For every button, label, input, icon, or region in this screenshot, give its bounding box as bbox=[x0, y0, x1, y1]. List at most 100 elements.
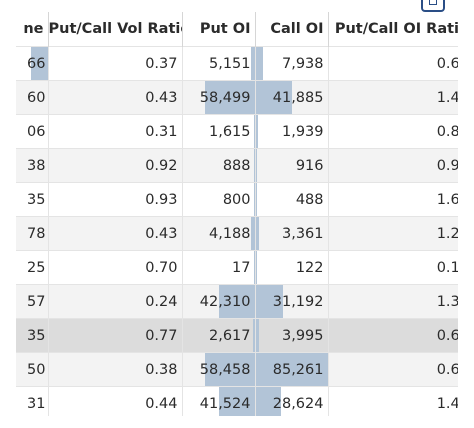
call-oi-cell-value: 7,938 bbox=[281, 55, 324, 72]
put-oi-bar bbox=[252, 319, 254, 352]
put-call-vol-ratio-cell: 0.93 bbox=[48, 182, 183, 217]
call-oi-cell-value: 916 bbox=[295, 157, 324, 174]
truncated-cell: 38 bbox=[16, 148, 49, 183]
column-header-truncated[interactable]: ne bbox=[16, 12, 49, 47]
put-oi-cell-value: 888 bbox=[222, 157, 251, 174]
put-call-vol-ratio-cell: 0.37 bbox=[48, 46, 183, 81]
header-row: ne Put/Call Vol Ratio Put OI Call OI Put… bbox=[16, 12, 458, 47]
truncated-cell: 66 bbox=[16, 46, 49, 81]
table-row[interactable]: 66 0.37 5,151 7,938 0.65 bbox=[16, 46, 458, 81]
put-oi-bar bbox=[253, 115, 254, 148]
call-oi-cell-value: 3,995 bbox=[281, 327, 324, 344]
table-row[interactable]: 60 0.43 58,499 41,885 1.40 bbox=[16, 80, 458, 115]
put-oi-cell-value: 5,151 bbox=[208, 55, 251, 72]
truncated-cell-value: 57 bbox=[27, 293, 46, 310]
put-oi-bar bbox=[204, 81, 254, 114]
truncated-cell-value: 66 bbox=[27, 55, 46, 72]
truncated-cell-value: 60 bbox=[27, 89, 46, 106]
call-oi-cell: 85,261 bbox=[255, 352, 329, 387]
put-call-oi-ratio-cell: 0.97 bbox=[328, 148, 458, 183]
table-row[interactable]: 57 0.24 42,310 31,192 1.36 bbox=[16, 284, 458, 319]
call-oi-bar bbox=[255, 353, 327, 386]
put-oi-cell: 42,310 bbox=[182, 284, 256, 319]
put-call-vol-ratio-cell-value: 0.43 bbox=[145, 89, 178, 106]
options-table: ne Put/Call Vol Ratio Put OI Call OI Put… bbox=[16, 12, 458, 416]
call-oi-cell: 3,361 bbox=[255, 216, 329, 251]
call-oi-bar bbox=[255, 387, 281, 416]
put-oi-bar bbox=[253, 149, 254, 182]
export-icon[interactable] bbox=[421, 0, 445, 12]
call-oi-cell: 28,624 bbox=[255, 386, 329, 416]
put-call-vol-ratio-cell-value: 0.31 bbox=[145, 123, 178, 140]
put-oi-cell-value: 58,458 bbox=[199, 361, 251, 378]
call-oi-cell: 31,192 bbox=[255, 284, 329, 319]
column-header-put-oi[interactable]: Put OI bbox=[182, 12, 256, 47]
put-oi-cell-value: 4,188 bbox=[208, 225, 251, 242]
truncated-cell: 35 bbox=[16, 318, 49, 353]
table-row[interactable]: 06 0.31 1,615 1,939 0.83 bbox=[16, 114, 458, 149]
call-oi-bar bbox=[255, 183, 257, 216]
truncated-cell: 50 bbox=[16, 352, 49, 387]
truncated-cell-value: 06 bbox=[27, 123, 46, 140]
put-call-vol-ratio-cell: 0.43 bbox=[48, 80, 183, 115]
put-call-vol-ratio-cell-value: 0.92 bbox=[145, 157, 178, 174]
truncated-cell-value: 25 bbox=[27, 259, 46, 276]
put-call-vol-ratio-cell: 0.92 bbox=[48, 148, 183, 183]
put-oi-cell: 41,524 bbox=[182, 386, 256, 416]
truncated-cell: 31 bbox=[16, 386, 49, 416]
table-row[interactable]: 38 0.92 888 916 0.97 bbox=[16, 148, 458, 183]
put-oi-cell: 888 bbox=[182, 148, 256, 183]
put-oi-cell-value: 58,499 bbox=[199, 89, 251, 106]
truncated-cell: 60 bbox=[16, 80, 49, 115]
put-call-oi-ratio-cell: 0.69 bbox=[328, 352, 458, 387]
table-row[interactable]: 78 0.43 4,188 3,361 1.25 bbox=[16, 216, 458, 251]
put-oi-cell-value: 42,310 bbox=[199, 293, 251, 310]
put-call-oi-ratio-cell: 1.36 bbox=[328, 284, 458, 319]
put-call-oi-ratio-cell-value: 0.97 bbox=[436, 157, 458, 174]
column-header-put-call-oi-ratio[interactable]: Put/Call OI Ratio bbox=[328, 12, 458, 47]
call-oi-bar bbox=[255, 81, 292, 114]
table-row[interactable]: 35 0.77 2,617 3,995 0.66 bbox=[16, 318, 458, 353]
truncated-cell: 06 bbox=[16, 114, 49, 149]
call-oi-cell-value: 1,939 bbox=[281, 123, 324, 140]
call-oi-cell: 1,939 bbox=[255, 114, 329, 149]
call-oi-bar bbox=[255, 319, 259, 352]
put-call-vol-ratio-cell: 0.38 bbox=[48, 352, 183, 387]
put-call-oi-ratio-cell-value: 0.66 bbox=[436, 327, 458, 344]
truncated-cell: 25 bbox=[16, 250, 49, 285]
put-call-oi-ratio-cell-value: 0.14 bbox=[436, 259, 458, 276]
truncated-cell-value: 35 bbox=[27, 327, 46, 344]
column-header-call-oi[interactable]: Call OI bbox=[255, 12, 329, 47]
put-oi-cell: 800 bbox=[182, 182, 256, 217]
put-call-oi-ratio-cell: 0.65 bbox=[328, 46, 458, 81]
put-call-oi-ratio-cell: 0.83 bbox=[328, 114, 458, 149]
put-oi-cell-value: 1,615 bbox=[208, 123, 251, 140]
table-row[interactable]: 50 0.38 58,458 85,261 0.69 bbox=[16, 352, 458, 387]
put-call-vol-ratio-cell: 0.43 bbox=[48, 216, 183, 251]
table-row[interactable]: 31 0.44 41,524 28,624 1.45 bbox=[16, 386, 458, 416]
call-oi-cell: 3,995 bbox=[255, 318, 329, 353]
call-oi-cell-value: 28,624 bbox=[272, 395, 324, 412]
put-call-oi-ratio-cell-value: 1.64 bbox=[436, 191, 458, 208]
put-call-vol-ratio-cell-value: 0.77 bbox=[145, 327, 178, 344]
put-call-oi-ratio-cell-value: 0.65 bbox=[436, 55, 458, 72]
call-oi-cell: 122 bbox=[255, 250, 329, 285]
table-row[interactable]: 25 0.70 17 122 0.14 bbox=[16, 250, 458, 285]
truncated-cell: 78 bbox=[16, 216, 49, 251]
put-oi-bar bbox=[250, 217, 254, 250]
put-oi-cell: 58,458 bbox=[182, 352, 256, 387]
column-header-put-call-vol-ratio[interactable]: Put/Call Vol Ratio bbox=[48, 12, 183, 47]
call-oi-bar bbox=[255, 115, 258, 148]
put-call-oi-ratio-cell-value: 0.83 bbox=[436, 123, 458, 140]
put-call-vol-ratio-cell-value: 0.93 bbox=[145, 191, 178, 208]
put-call-oi-ratio-cell: 0.66 bbox=[328, 318, 458, 353]
call-oi-bar bbox=[255, 217, 259, 250]
put-call-vol-ratio-cell-value: 0.43 bbox=[145, 225, 178, 242]
truncated-cell: 35 bbox=[16, 182, 49, 217]
options-table-wrapper: ne Put/Call Vol Ratio Put OI Call OI Put… bbox=[16, 12, 458, 416]
put-call-vol-ratio-cell-value: 0.44 bbox=[145, 395, 178, 412]
call-oi-cell-value: 85,261 bbox=[272, 361, 324, 378]
put-call-vol-ratio-cell-value: 0.38 bbox=[145, 361, 178, 378]
put-call-oi-ratio-cell: 1.64 bbox=[328, 182, 458, 217]
table-row[interactable]: 35 0.93 800 488 1.64 bbox=[16, 182, 458, 217]
